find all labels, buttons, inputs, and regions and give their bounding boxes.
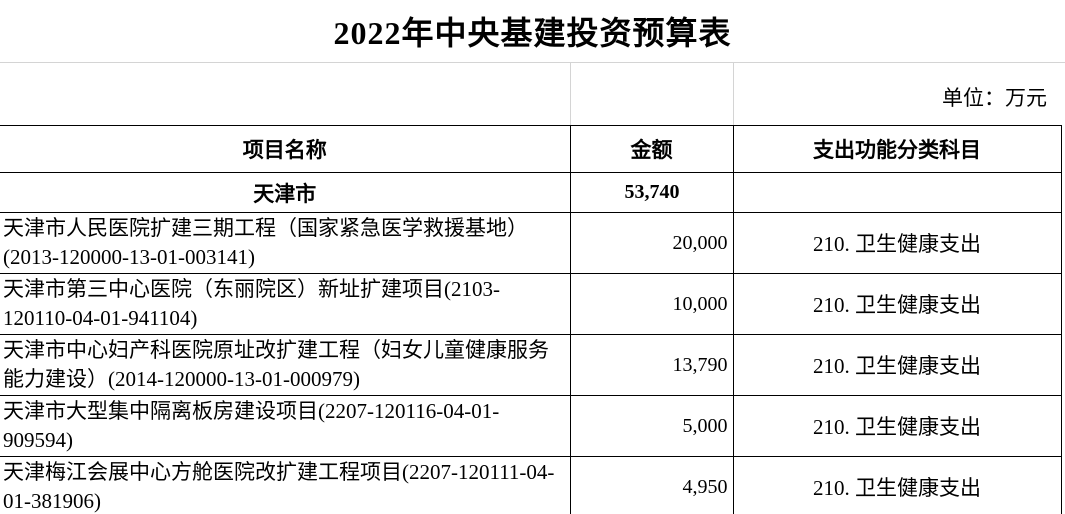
amount-cell: 5,000 — [569, 395, 734, 457]
header-amount: 金额 — [569, 125, 734, 173]
summary-name-cell: 天津市 — [0, 172, 571, 213]
amount-cell: 10,000 — [569, 273, 734, 335]
table-header-row: 项目名称 金额 支出功能分类科目 — [0, 125, 1062, 173]
table-row: 天津市大型集中隔离板房建设项目(2207-120116-04-01-909594… — [0, 395, 1062, 457]
amount-cell: 4,950 — [569, 456, 734, 514]
header-expenditure-category: 支出功能分类科目 — [732, 125, 1062, 173]
project-name-cell: 天津市第三中心医院（东丽院区）新址扩建项目(2103-120110-04-01-… — [0, 273, 571, 335]
budget-table: 项目名称 金额 支出功能分类科目 天津市 53,740 天津市人民医院扩建三期工… — [0, 125, 1062, 514]
project-name-cell: 天津市中心妇产科医院原址改扩建工程（妇女儿童健康服务能力建设）(2014-120… — [0, 334, 571, 396]
project-name-cell: 天津市大型集中隔离板房建设项目(2207-120116-04-01-909594… — [0, 395, 571, 457]
table-row: 天津市人民医院扩建三期工程（国家紧急医学救援基地）(2013-120000-13… — [0, 212, 1062, 274]
amount-cell: 20,000 — [569, 212, 734, 274]
project-name-cell: 天津市人民医院扩建三期工程（国家紧急医学救援基地）(2013-120000-13… — [0, 212, 571, 274]
table-row: 天津市第三中心医院（东丽院区）新址扩建项目(2103-120110-04-01-… — [0, 273, 1062, 335]
category-cell: 210. 卫生健康支出 — [732, 334, 1062, 396]
header-project-name: 项目名称 — [0, 125, 571, 173]
amount-cell: 13,790 — [569, 334, 734, 396]
category-cell: 210. 卫生健康支出 — [732, 456, 1062, 514]
unit-row-cell — [0, 63, 570, 125]
category-cell: 210. 卫生健康支出 — [732, 212, 1062, 274]
summary-row-tianjin: 天津市 53,740 — [0, 172, 1062, 213]
unit-row-cell — [570, 63, 733, 125]
unit-row: 单位：万元 — [0, 62, 1065, 125]
page-title: 2022年中央基建投资预算表 — [333, 15, 732, 51]
table-row: 天津市中心妇产科医院原址改扩建工程（妇女儿童健康服务能力建设）(2014-120… — [0, 334, 1062, 396]
summary-amount-cell: 53,740 — [569, 172, 734, 213]
project-name-cell: 天津梅江会展中心方舱医院改扩建工程项目(2207-120111-04-01-38… — [0, 456, 571, 514]
table-row: 天津梅江会展中心方舱医院改扩建工程项目(2207-120111-04-01-38… — [0, 456, 1062, 514]
summary-category-cell — [732, 172, 1062, 213]
unit-label: 单位：万元 — [733, 63, 1065, 125]
category-cell: 210. 卫生健康支出 — [732, 395, 1062, 457]
category-cell: 210. 卫生健康支出 — [732, 273, 1062, 335]
